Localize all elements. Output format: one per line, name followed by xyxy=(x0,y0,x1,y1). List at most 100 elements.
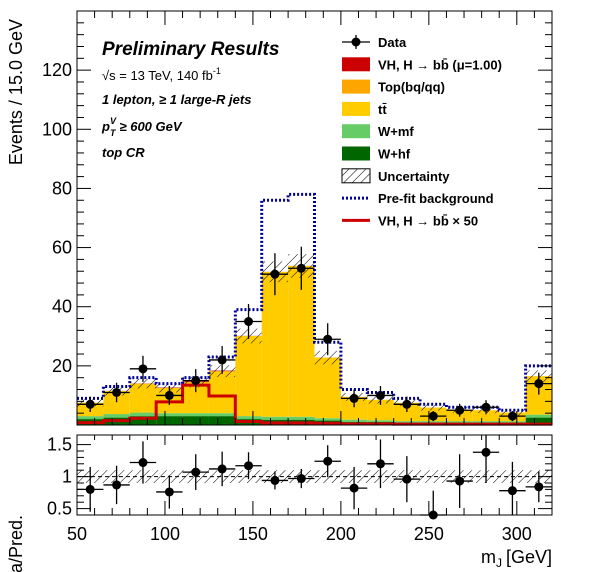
bar-tt--6 xyxy=(235,335,262,417)
data-point-6 xyxy=(244,317,254,326)
data-point-8 xyxy=(296,263,306,273)
x-tick-label-150: 150 xyxy=(238,524,268,544)
bar-w-mf-10 xyxy=(340,419,368,423)
bar-w-hf-2 xyxy=(129,416,157,425)
uncertainty-bin-2 xyxy=(129,378,157,389)
ratio-point-1 xyxy=(112,480,122,490)
data-point-14 xyxy=(455,405,465,415)
bar-tt--7 xyxy=(261,271,289,417)
x-tick-label-50: 50 xyxy=(67,524,87,544)
ratio-point-8 xyxy=(296,474,306,484)
legend-label-uncertainty: Uncertainty xyxy=(378,169,450,184)
legend-label-tt-: tt̄ xyxy=(378,102,387,117)
ratio-point-10 xyxy=(349,483,359,493)
main-y-tick-label-120: 120 xyxy=(42,60,72,80)
uncertainty-bin-9 xyxy=(314,350,341,365)
bar-w-mf-17 xyxy=(525,414,552,418)
bar-w-mf-3 xyxy=(156,413,183,417)
data-point-1 xyxy=(112,387,122,397)
bar-w-mf-15 xyxy=(472,421,500,423)
data-point-5 xyxy=(217,355,227,365)
data-point-12 xyxy=(402,399,412,409)
bar-w-hf-4 xyxy=(182,416,209,425)
legend-label-w-hf: W+hf xyxy=(378,147,411,162)
x-tick-label-300: 300 xyxy=(502,524,532,544)
bar-w-mf-13 xyxy=(420,421,447,423)
ratio-y-axis: 0.5 1 1.5 xyxy=(47,435,552,519)
data-point-11 xyxy=(375,390,385,400)
bar-tt--2 xyxy=(129,383,157,413)
ratio-plot-frame xyxy=(76,434,553,516)
legend-label-vh-h-bb-50: VH, H → bb̄ × 50 xyxy=(378,213,478,228)
selection-annotation: 1 lepton, ≥ 1 large-R jets xyxy=(102,92,251,107)
bar-tt--8 xyxy=(288,265,315,417)
main-y-tick-label-100: 100 xyxy=(42,119,72,139)
ratio-point-5 xyxy=(217,464,227,474)
data-point-15 xyxy=(481,402,491,412)
ratio-point-6 xyxy=(244,461,254,471)
legend-label-data: Data xyxy=(378,35,407,50)
bar-tt--9 xyxy=(314,357,341,419)
bar-w-mf-8 xyxy=(288,416,315,420)
legend-box-tt- xyxy=(342,101,370,116)
main-panel: 20 40 60 80 100 120 Preliminary Results √s = … xyxy=(6,10,553,426)
data-point-2 xyxy=(138,364,148,374)
main-y-tick-label-40: 40 xyxy=(52,297,72,317)
bar-w-mf-14 xyxy=(446,421,473,423)
bar-w-mf-6 xyxy=(235,416,262,420)
data-point-10 xyxy=(349,393,359,403)
legend-label-top-bq-qq-: Top(bq/qq) xyxy=(378,80,445,95)
bar-w-mf-1 xyxy=(103,414,130,418)
bar-tt--11 xyxy=(367,399,394,421)
ratio-point-17 xyxy=(534,482,544,492)
ratio-point-2 xyxy=(138,458,148,468)
data-point-0 xyxy=(85,399,95,409)
bar-tt--1 xyxy=(103,390,130,415)
bar-w-mf-7 xyxy=(261,416,289,420)
ratio-y-tick-label-2: 1.5 xyxy=(47,435,72,455)
data-point-7 xyxy=(270,269,280,279)
ptv-annotation: pV T ≥ 600 GeV xyxy=(101,116,183,138)
legend-box-top-bq-qq- xyxy=(342,79,370,94)
title-annotation: Preliminary Results xyxy=(102,39,279,60)
bar-w-hf-5 xyxy=(208,416,236,425)
legend-label-vh-h-bb-1-00-: VH, H → bb̄ (μ=1.00) xyxy=(378,57,502,72)
data-point-17 xyxy=(534,379,544,389)
main-x-ticks xyxy=(76,11,553,425)
x-tick-label-200: 200 xyxy=(326,524,356,544)
legend-box-vh-h-bb-1-00- xyxy=(342,57,370,72)
uncertainty-bin-13 xyxy=(420,404,447,411)
bar-tt--5 xyxy=(208,371,236,414)
ratio-panel: 0.5 1 1.5 50 100 150 200 250 300 Data/Pred. mJ[… xyxy=(6,434,553,572)
bar-w-mf-0 xyxy=(77,416,104,420)
bar-w-hf-3 xyxy=(156,416,183,425)
prefit-background-step xyxy=(77,192,552,412)
ratio-point-11 xyxy=(375,459,385,469)
ratio-x-axis: 50 100 150 200 250 300 xyxy=(67,435,553,544)
bar-w-mf-12 xyxy=(393,421,421,423)
main-y-tick-label-80: 80 xyxy=(52,178,72,198)
bar-w-hf-17 xyxy=(525,417,552,425)
main-y-tick-label-60: 60 xyxy=(52,238,72,258)
legend-label-w-mf: W+mf xyxy=(378,124,414,139)
main-plot-frame xyxy=(76,10,553,426)
ratio-point-15 xyxy=(481,447,491,457)
bar-w-mf-5 xyxy=(208,413,236,417)
data-point-4 xyxy=(191,376,201,386)
bar-w-mf-16 xyxy=(499,421,526,423)
ratio-point-14 xyxy=(455,476,465,486)
bar-w-mf-4 xyxy=(182,413,209,417)
legend-box-w-hf xyxy=(342,146,370,161)
energy-annotation: √s = 13 TeV, 140 fb-1 xyxy=(102,66,221,83)
data-point-3 xyxy=(164,390,174,400)
ratio-point-16 xyxy=(507,486,517,496)
ratio-y-tick-label-1: 1 xyxy=(62,467,72,487)
bar-w-mf-11 xyxy=(367,420,394,423)
data-points xyxy=(77,246,552,422)
region-annotation: top CR xyxy=(102,145,145,160)
prefit-background-line xyxy=(77,192,552,412)
ratio-point-4 xyxy=(191,467,201,477)
bar-w-mf-2 xyxy=(129,412,157,417)
bar-tt--15 xyxy=(472,410,500,422)
